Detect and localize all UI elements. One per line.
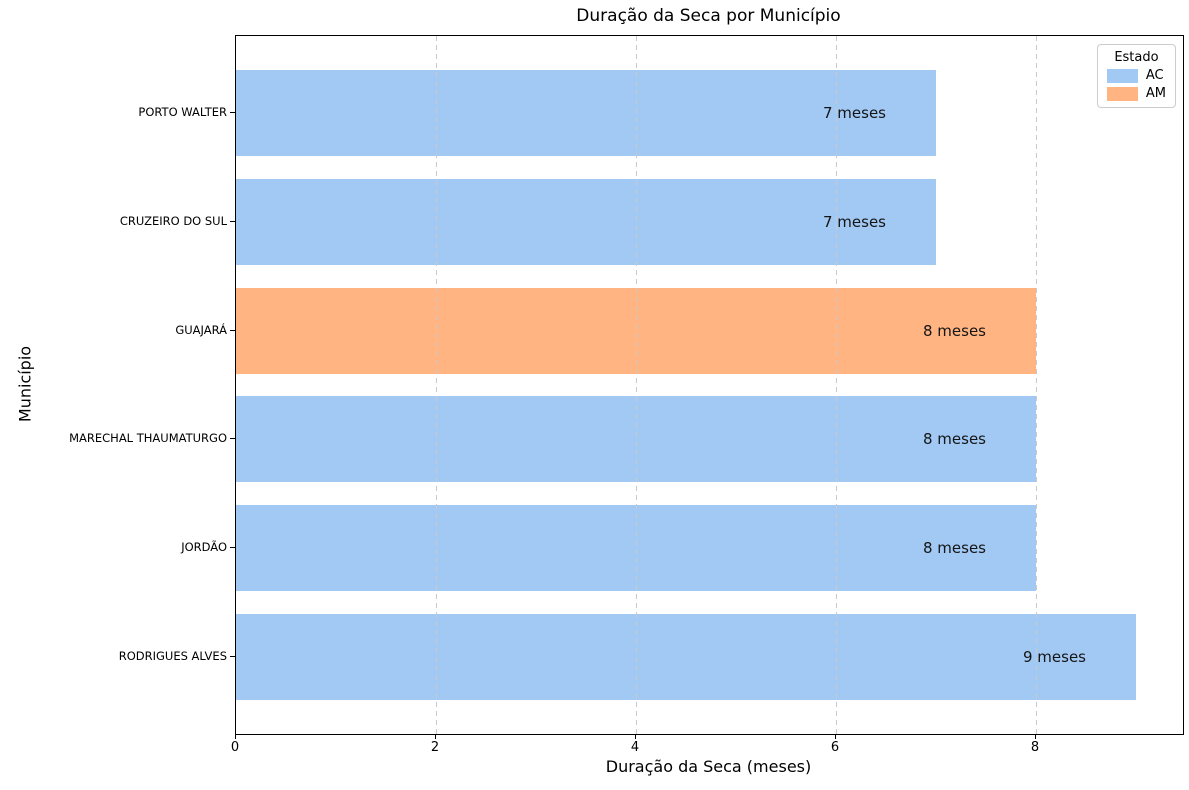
plot-area: 7 meses 7 meses 8 meses 8 meses 8 meses 9 mes…	[235, 35, 1184, 735]
bar: 7 meses	[236, 70, 936, 156]
ytick-mark	[230, 329, 235, 331]
bar-value-label: 7 meses	[822, 212, 886, 231]
xtick-mark	[435, 734, 436, 739]
ytick-label: GUAJARÁ	[175, 322, 227, 337]
ytick-label: MARECHAL THAUMATURGO	[69, 431, 227, 446]
legend-entry-label: AC	[1145, 68, 1164, 83]
xtick-mark	[235, 734, 236, 739]
gridline-x-6	[836, 36, 837, 734]
xtick-mark	[1035, 734, 1036, 739]
ytick-mark	[230, 112, 235, 113]
bar-value-label: 8 meses	[922, 430, 986, 449]
xtick-label: 2	[430, 740, 440, 755]
bar-value-label: 7 meses	[822, 104, 886, 122]
y-axis-label: Município	[15, 345, 35, 423]
ytick-label: CRUZEIRO DO SUL	[119, 213, 227, 228]
legend-swatch-am	[1106, 86, 1138, 101]
bar: 7 meses	[236, 178, 936, 265]
ytick-mark	[230, 438, 235, 440]
ytick-label: JORDÃO	[181, 540, 227, 555]
chart-title: Duração da Seca por Município	[576, 6, 841, 26]
xtick-mark	[635, 734, 636, 739]
legend-entry-label: AM	[1145, 86, 1166, 101]
xtick-label: 8	[1030, 740, 1040, 755]
x-axis-label: Duração da Seca (meses)	[605, 757, 812, 776]
ytick-label: RODRIGUES ALVES	[118, 649, 227, 663]
gridline-x-4	[636, 36, 637, 734]
legend: Estado AC AM	[1096, 44, 1176, 108]
legend-entry-ac: AC	[1106, 68, 1166, 83]
xtick-label: 0	[230, 740, 240, 755]
bar: 9 meses	[236, 614, 1136, 700]
xtick-mark	[835, 734, 836, 739]
bar-value-label: 8 meses	[922, 321, 986, 340]
legend-entry-am: AM	[1106, 86, 1166, 101]
xtick-label: 6	[830, 740, 840, 755]
bar-value-label: 9 meses	[1022, 648, 1086, 666]
ytick-mark	[230, 547, 235, 549]
legend-swatch-ac	[1106, 68, 1138, 83]
bar-value-label: 8 meses	[922, 539, 986, 558]
ytick-mark	[230, 656, 235, 657]
gridline-x-2	[436, 36, 437, 734]
ytick-mark	[230, 220, 235, 222]
legend-rows: AC AM	[1106, 68, 1166, 101]
xtick-label: 4	[630, 740, 640, 755]
gridline-x-8	[1036, 36, 1037, 734]
legend-title: Estado	[1114, 50, 1159, 65]
ytick-label: PORTO WALTER	[138, 105, 227, 119]
